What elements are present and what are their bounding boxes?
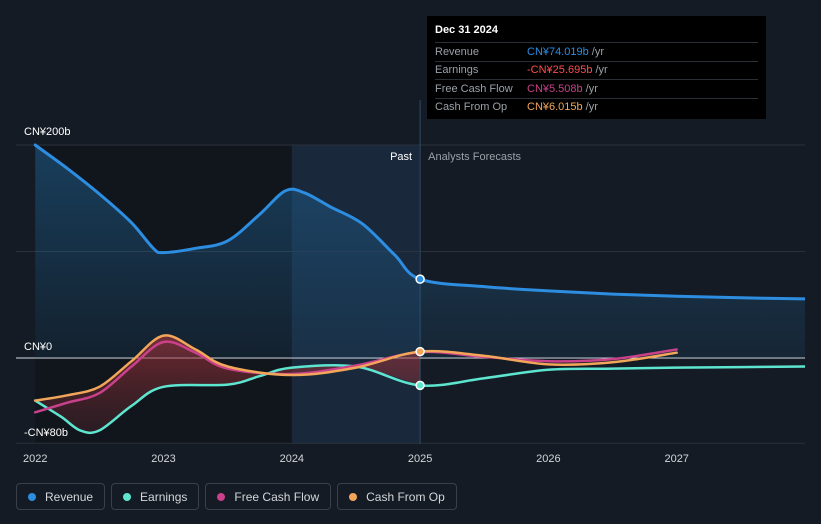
earnings-marker [415, 380, 425, 391]
legend-item-free-cash-flow[interactable]: Free Cash Flow [205, 483, 332, 510]
cash-from-op-marker [415, 346, 425, 357]
legend-item-label: Earnings [140, 489, 188, 504]
x-tick-2025: 2025 [408, 453, 432, 465]
y-label-zero: CN¥0 [24, 341, 52, 353]
legend-item-label: Free Cash Flow [234, 489, 320, 504]
y-label-bottom: -CN¥80b [24, 427, 68, 439]
tooltip: Dec 31 2024 Revenue CN¥74.019b/yr Earnings… [427, 16, 766, 119]
legend-item-label: Cash From Op [366, 489, 445, 504]
legend-dot-icon [28, 492, 36, 501]
cash-from-op-line [33, 334, 678, 402]
legend-dot-icon [217, 492, 226, 501]
earnings-line [33, 363, 805, 435]
past-label: Past [390, 151, 412, 163]
tooltip-row: Free Cash Flow CN¥5.508b/yr [435, 79, 758, 98]
legend-item-label: Revenue [45, 489, 94, 504]
tooltip-row-unit: /yr [595, 64, 608, 77]
tooltip-row-unit: /yr [585, 82, 598, 95]
tooltip-row-value: CN¥6.015b [527, 101, 583, 114]
x-tick-2026: 2026 [536, 453, 560, 465]
legend-dot-icon [349, 492, 358, 501]
revenue-line [33, 143, 805, 301]
x-tick-2027: 2027 [664, 453, 688, 465]
legend-dot-icon [123, 492, 132, 501]
revenue-area [35, 145, 805, 358]
legend-item-earnings[interactable]: Earnings [111, 483, 200, 510]
tooltip-row-value: -CN¥25.695b [527, 64, 593, 77]
revenue-marker [415, 274, 425, 284]
tooltip-row: Revenue CN¥74.019b/yr [435, 42, 758, 61]
tooltip-row-unit: /yr [591, 45, 605, 58]
tooltip-row-value: CN¥74.019b [527, 45, 589, 58]
tooltip-row-label: Cash From Op [435, 101, 508, 114]
y-label-top: CN¥200b [24, 126, 70, 138]
x-tick-2022: 2022 [23, 453, 47, 465]
tooltip-row-unit: /yr [585, 101, 598, 114]
forecast-label: Analysts Forecasts [428, 151, 521, 163]
legend-item-cash-from-op[interactable]: Cash From Op [337, 483, 457, 510]
legend: Revenue Earnings Free Cash Flow Cash From O… [16, 483, 457, 510]
tooltip-row-value: CN¥5.508b [527, 82, 583, 95]
x-tick-2023: 2023 [151, 453, 175, 465]
tooltip-date: Dec 31 2024 [435, 24, 498, 36]
tooltip-row: Earnings -CN¥25.695b/yr [435, 60, 758, 80]
tooltip-row: Cash From Op CN¥6.015b/yr [435, 97, 758, 117]
tooltip-row-label: Revenue [435, 45, 480, 58]
tooltip-row-label: Earnings [435, 64, 479, 77]
tooltip-row-label: Free Cash Flow [435, 82, 513, 95]
x-tick-2024: 2024 [280, 453, 304, 465]
legend-item-revenue[interactable]: Revenue [16, 483, 106, 510]
